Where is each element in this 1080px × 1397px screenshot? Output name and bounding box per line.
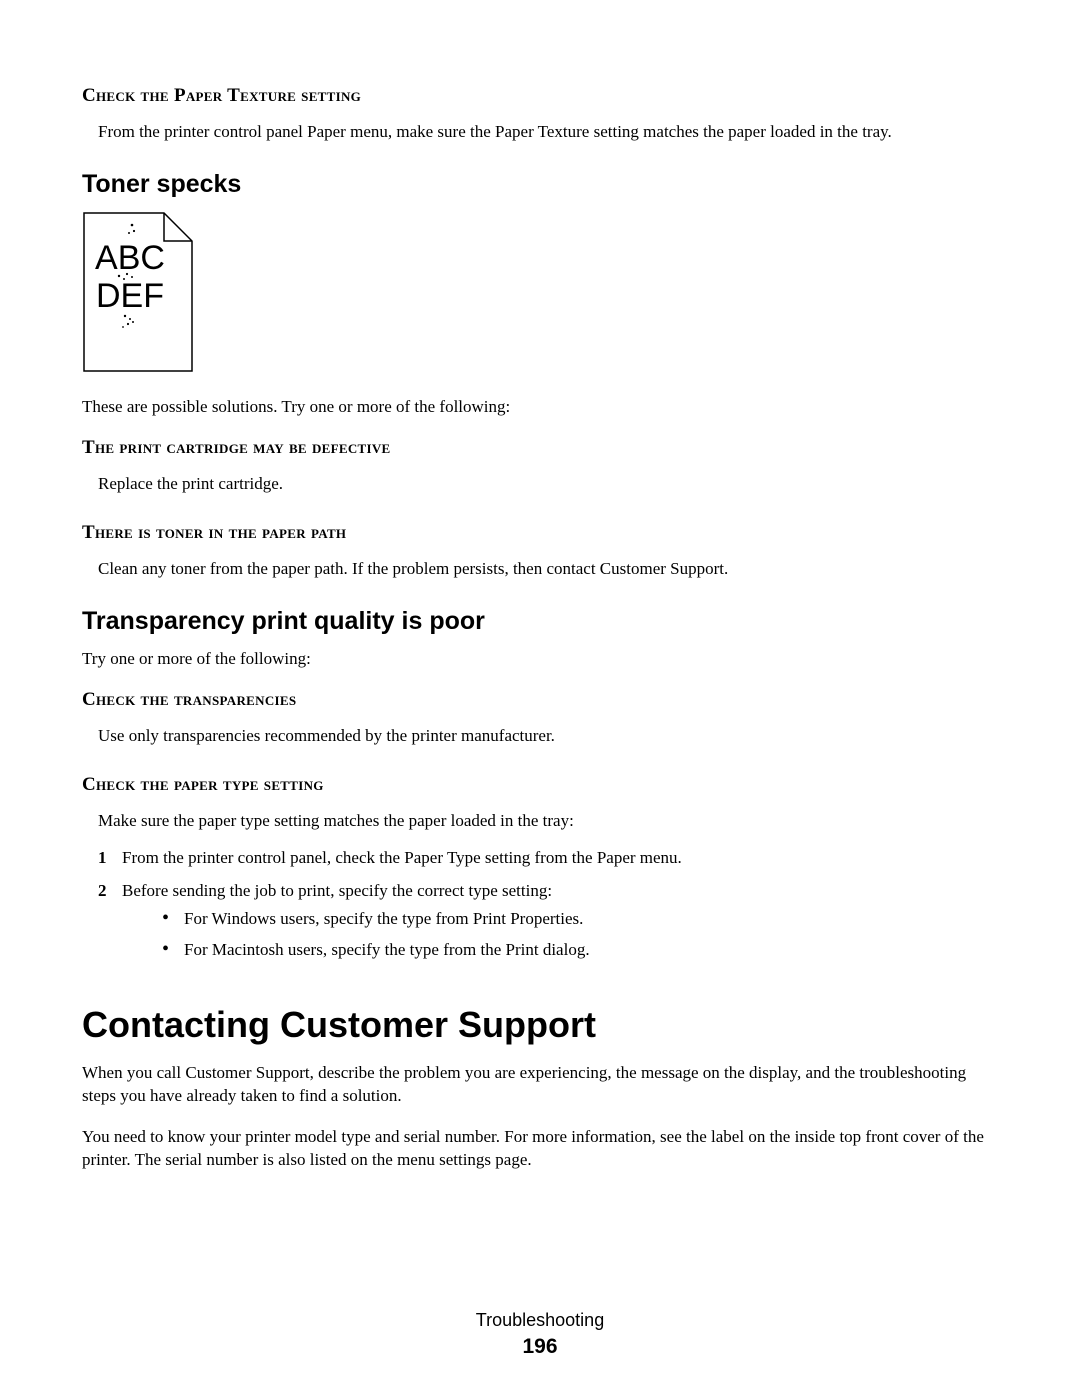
- body-text: Replace the print cartridge.: [98, 473, 998, 496]
- list-number: 2: [98, 880, 122, 971]
- section-check-paper-texture: Check the Paper Texture setting From the…: [82, 85, 998, 144]
- section-heading: Toner specks: [82, 170, 998, 199]
- bullet-icon: •: [162, 939, 184, 962]
- page-footer: Troubleshooting 196: [0, 1310, 1080, 1359]
- list-item: • For Windows users, specify the type fr…: [162, 908, 998, 931]
- bullet-icon: •: [162, 908, 184, 931]
- subheading: Check the Paper Texture setting: [82, 85, 998, 107]
- bullet-list: • For Windows users, specify the type fr…: [162, 908, 998, 962]
- subheading: Check the paper type setting: [82, 774, 998, 796]
- toner-specks-page-icon: ABC DEF: [82, 211, 998, 378]
- svg-text:ABC: ABC: [95, 239, 165, 277]
- bullet-text: For Macintosh users, specify the type fr…: [184, 939, 590, 962]
- footer-chapter: Troubleshooting: [0, 1310, 1080, 1331]
- bullet-text: For Windows users, specify the type from…: [184, 908, 583, 931]
- numbered-list: 1 From the printer control panel, check …: [98, 847, 998, 971]
- list-number: 1: [98, 847, 122, 870]
- body-text: When you call Customer Support, describe…: [82, 1062, 998, 1108]
- section-heading: Transparency print quality is poor: [82, 607, 998, 636]
- body-text: Make sure the paper type setting matches…: [98, 810, 998, 833]
- svg-text:DEF: DEF: [96, 277, 164, 315]
- section-transparency: Transparency print quality is poor Try o…: [82, 607, 998, 971]
- intro-text: Try one or more of the following:: [82, 648, 998, 671]
- subheading: The print cartridge may be defective: [82, 437, 998, 459]
- subheading: There is toner in the paper path: [82, 522, 998, 544]
- footer-page-number: 196: [0, 1335, 1080, 1359]
- major-heading: Contacting Customer Support: [82, 1004, 998, 1046]
- body-text: Use only transparencies recommended by t…: [98, 725, 998, 748]
- list-item: 2 Before sending the job to print, speci…: [98, 880, 998, 971]
- list-text: Before sending the job to print, specify…: [122, 881, 552, 900]
- list-text: From the printer control panel, check th…: [122, 847, 682, 870]
- body-text: From the printer control panel Paper men…: [98, 121, 998, 144]
- subheading: Check the transparencies: [82, 689, 998, 711]
- list-item: 1 From the printer control panel, check …: [98, 847, 998, 870]
- section-toner-specks: Toner specks ABC DEF These are possible …: [82, 170, 998, 581]
- section-customer-support: Contacting Customer Support When you cal…: [82, 1004, 998, 1172]
- list-item: • For Macintosh users, specify the type …: [162, 939, 998, 962]
- body-text: Clean any toner from the paper path. If …: [98, 558, 998, 581]
- intro-text: These are possible solutions. Try one or…: [82, 396, 998, 419]
- body-text: You need to know your printer model type…: [82, 1126, 998, 1172]
